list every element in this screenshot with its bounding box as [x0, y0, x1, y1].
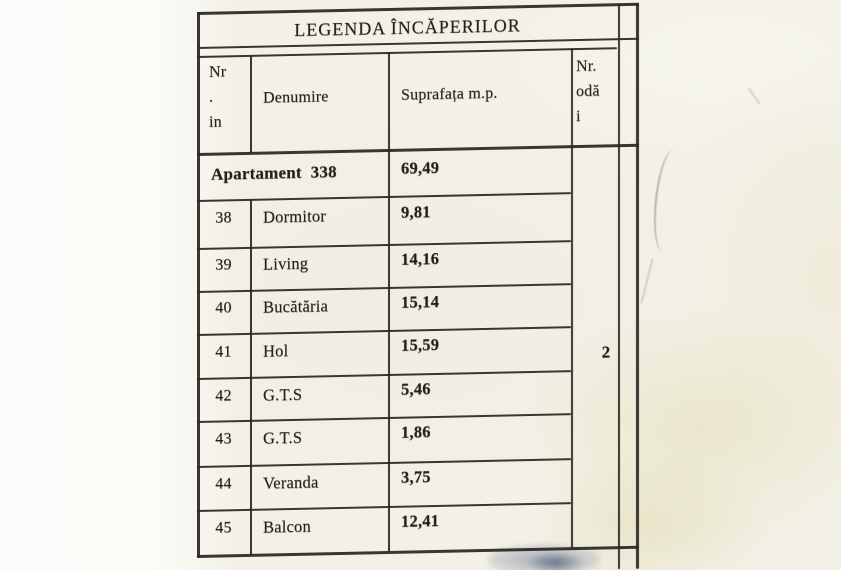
room-row: 44 Veranda 3,75 [197, 458, 571, 510]
room-area: 3,75 [401, 467, 431, 487]
header-cell-nr-odai: Nr. odă i [576, 54, 600, 129]
room-number: 43 [215, 430, 232, 448]
room-number: 39 [215, 256, 232, 274]
header-odai-line: Nr. [576, 57, 597, 76]
room-name: Veranda [263, 472, 319, 493]
room-name: G.T.S [263, 384, 303, 405]
stamp-smudge-core [524, 551, 588, 570]
room-area: 14,16 [401, 248, 440, 269]
grid-line [571, 48, 573, 549]
header-nr-line: in [209, 113, 222, 131]
room-name: Balcon [263, 516, 311, 537]
room-number: 44 [215, 475, 232, 493]
room-name: Bucătăria [263, 296, 329, 317]
room-area: 1,86 [401, 422, 431, 442]
room-area: 15,59 [401, 334, 440, 355]
legend-table: LEGENDA ÎNCĂPERILOR Nr . in Denumire Sup… [197, 0, 641, 570]
room-name: Living [263, 253, 309, 274]
header-odai-line: i [576, 107, 581, 126]
apartment-area: 69,49 [401, 157, 440, 178]
room-row: 43 G.T.S 1,86 [197, 413, 571, 466]
room-number: 45 [215, 519, 232, 537]
room-number: 38 [215, 209, 232, 227]
header-nr-line: . [209, 88, 214, 106]
grid-line [250, 54, 252, 154]
room-row: 45 Balcon 12,41 [197, 502, 571, 555]
grid-line [636, 2, 639, 569]
header-cell-nr: Nr . in [209, 59, 226, 134]
room-row: 41 Hol 15,59 [197, 326, 571, 378]
grid-line [197, 47, 617, 58]
room-number: 42 [215, 387, 232, 405]
header-cell-suprafata: Suprafața m.p. [401, 84, 498, 104]
room-number: 40 [215, 299, 232, 317]
pencil-mark-dash [747, 87, 761, 105]
header-cell-denumire: Denumire [263, 88, 329, 107]
room-name: Dormitor [263, 206, 327, 227]
apartment-row: Apartament 338 69,49 [197, 145, 571, 200]
pencil-mark-tick [640, 258, 654, 304]
room-row: 38 Dormitor 9,81 [197, 192, 571, 248]
room-area: 12,41 [401, 510, 440, 531]
room-area: 15,14 [401, 291, 440, 312]
room-area: 5,46 [401, 379, 431, 399]
pencil-mark-arc [649, 148, 687, 254]
header-nr-line: Nr [209, 63, 227, 81]
rooms-count: 2 [601, 342, 611, 362]
header-odai-line: odă [576, 82, 600, 101]
room-area: 9,81 [401, 202, 431, 222]
room-name: Hol [263, 341, 289, 361]
room-number: 41 [215, 343, 232, 361]
room-name: G.T.S [263, 427, 303, 448]
apartment-label: Apartament 338 [211, 162, 337, 184]
grid-line [618, 3, 620, 570]
